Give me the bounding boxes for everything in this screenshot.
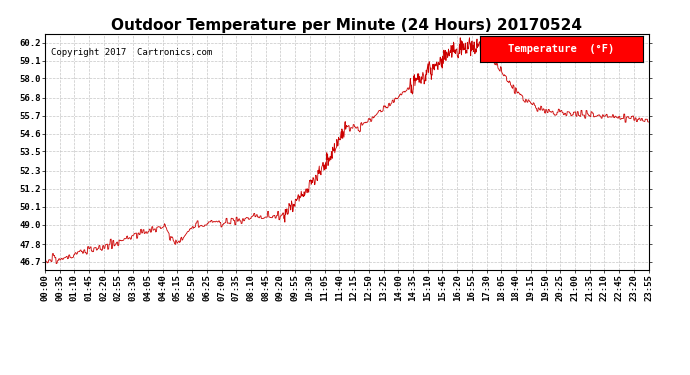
Title: Outdoor Temperature per Minute (24 Hours) 20170524: Outdoor Temperature per Minute (24 Hours… bbox=[111, 18, 582, 33]
Text: Copyright 2017  Cartronics.com: Copyright 2017 Cartronics.com bbox=[51, 48, 212, 57]
